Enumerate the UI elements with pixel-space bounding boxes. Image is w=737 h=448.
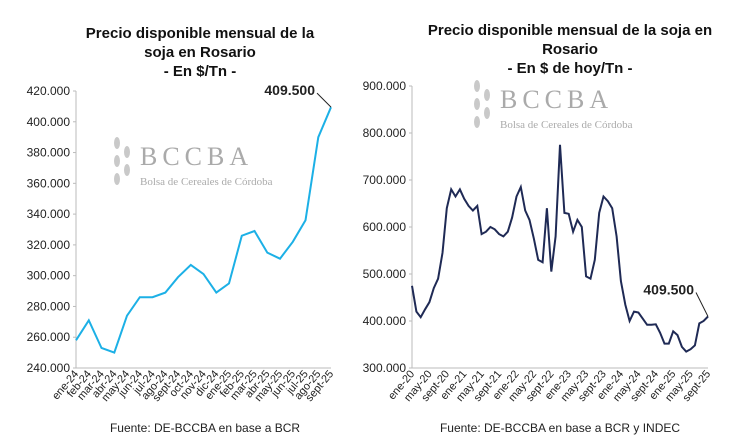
watermark-name: BCCBA [500, 85, 613, 114]
y-tick-label: 280.000 [27, 299, 71, 313]
grain [114, 155, 120, 167]
grain [474, 116, 480, 128]
watermark-name: BCCBA [140, 142, 253, 171]
grain [474, 80, 480, 92]
grain [484, 107, 490, 119]
y-tick-label: 300.000 [27, 269, 71, 283]
y-tick-label: 700.000 [363, 173, 407, 187]
title-block: Precio disponible mensual de la soja en … [425, 21, 715, 78]
y-tick-label: 500.000 [363, 267, 407, 281]
grain [484, 89, 490, 101]
y-tick-label: 260.000 [27, 330, 71, 344]
source: Fuente: DE-BCCBA en base a BCR y INDEC [440, 421, 680, 435]
y-tick-label: 340.000 [27, 207, 71, 221]
annotation-leader [695, 292, 709, 317]
y-tick-label: 240.000 [27, 361, 71, 375]
y-tick-label: 300.000 [363, 361, 407, 375]
line [411, 144, 709, 353]
grain [114, 137, 120, 149]
title-block: Precio disponible mensual de la soja en … [70, 24, 330, 81]
source: Fuente: DE-BCCBA en base a BCR [110, 421, 300, 435]
watermark-icon [114, 137, 130, 185]
line [75, 106, 332, 354]
y-tick-label: 800.000 [363, 126, 407, 140]
watermark-subtitle: Bolsa de Cereales de Córdoba [140, 176, 273, 188]
chart-title: Precio disponible mensual de la soja en … [427, 22, 713, 58]
y-tick-label: 600.000 [363, 220, 407, 234]
data-label: 409.500 [643, 282, 694, 298]
chart-subtitle: - En $ de hoy/Tn - [507, 60, 633, 77]
grain [474, 98, 480, 110]
chart-subtitle: - En $/Tn - [163, 63, 237, 80]
y-tick-label: 360.000 [27, 176, 71, 190]
chart-title: Precio disponible mensual de la soja en … [85, 25, 315, 61]
y-tick-label: 400.000 [27, 115, 71, 129]
data-label: 409.500 [264, 82, 315, 98]
y-tick-label: 380.000 [27, 146, 71, 160]
y-tick-label: 320.000 [27, 238, 71, 252]
y-tick-label: 420.000 [27, 84, 71, 98]
watermark-icon [474, 80, 490, 128]
grain [124, 164, 130, 176]
grain [124, 146, 130, 158]
annotation-leader [316, 92, 332, 108]
grain [114, 173, 120, 185]
watermark-subtitle: Bolsa de Cereales de Córdoba [500, 119, 633, 131]
y-tick-label: 400.000 [363, 314, 407, 328]
y-tick-label: 900.000 [363, 79, 407, 93]
